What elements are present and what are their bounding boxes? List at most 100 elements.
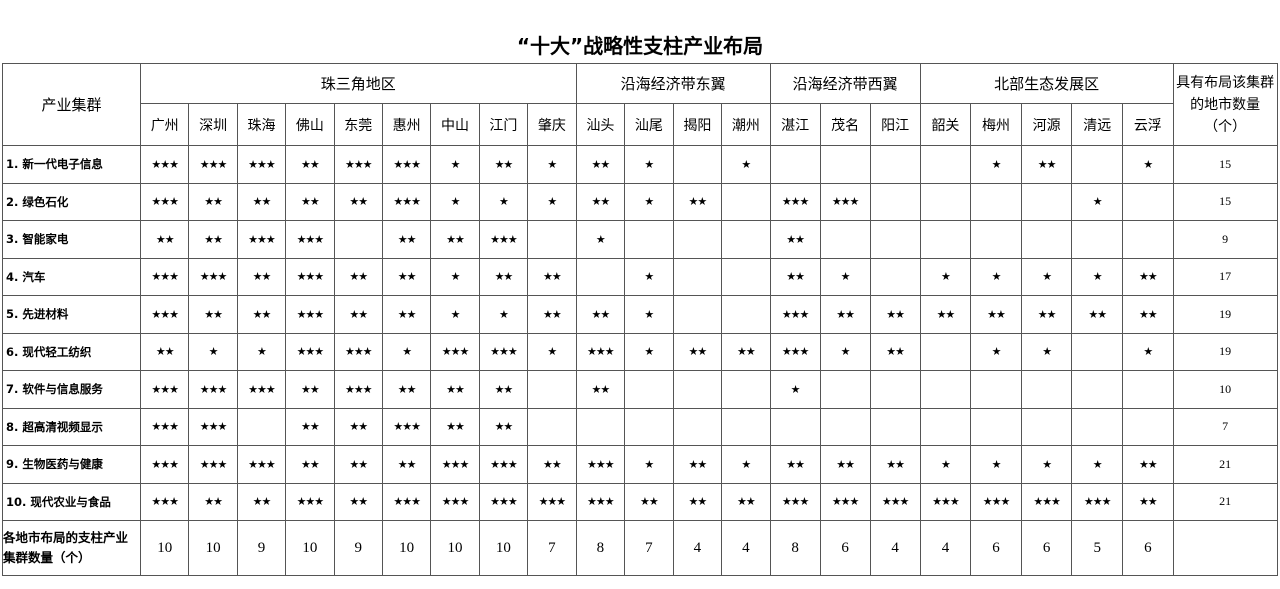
star-rating-cell bbox=[1122, 220, 1174, 259]
star-rating-cell: ★ bbox=[236, 332, 287, 371]
star-rating-cell: ★ bbox=[430, 145, 480, 184]
star-rating-cell: ★★ bbox=[672, 482, 723, 521]
star-rating-cell: ★★ bbox=[721, 332, 771, 371]
star-rating-cell: ★ bbox=[381, 332, 432, 371]
city-header: 云浮 bbox=[1122, 103, 1174, 146]
star-rating-cell: ★ bbox=[624, 257, 674, 296]
star-rating-cell: ★★ bbox=[527, 257, 577, 296]
star-rating-cell bbox=[333, 220, 383, 259]
star-rating-cell: ★★★ bbox=[188, 145, 238, 184]
total-cell: 9 bbox=[333, 520, 383, 576]
star-rating-cell: ★★ bbox=[1071, 295, 1124, 334]
star-rating-cell: ★★★ bbox=[333, 370, 383, 409]
star-rating-cell bbox=[1122, 407, 1174, 446]
star-rating-cell: ★★ bbox=[869, 332, 921, 371]
star-rating-cell: ★★ bbox=[1122, 482, 1174, 521]
star-rating-cell: ★ bbox=[575, 220, 626, 259]
star-rating-cell bbox=[1071, 407, 1124, 446]
star-rating-cell bbox=[1071, 332, 1124, 371]
star-rating-cell: ★★ bbox=[236, 482, 287, 521]
city-header: 汕头 bbox=[575, 103, 626, 146]
star-rating-cell bbox=[869, 370, 921, 409]
star-rating-cell: ★★ bbox=[624, 482, 674, 521]
total-cell: 10 bbox=[430, 520, 480, 576]
star-rating-cell: ★★★ bbox=[285, 257, 335, 296]
star-rating-cell bbox=[236, 407, 287, 446]
city-count-cell: 19 bbox=[1172, 332, 1278, 371]
star-rating-cell bbox=[1020, 220, 1073, 259]
city-header: 江门 bbox=[478, 103, 529, 146]
star-rating-cell bbox=[970, 220, 1022, 259]
star-rating-cell: ★★★ bbox=[869, 482, 921, 521]
star-rating-cell: ★ bbox=[430, 295, 480, 334]
count-column-header: 具有布局该集群的地市数量（个） bbox=[1172, 63, 1278, 146]
star-rating-cell: ★★ bbox=[819, 445, 871, 484]
total-cell: 6 bbox=[970, 520, 1022, 576]
star-rating-cell: ★ bbox=[430, 257, 480, 296]
star-rating-cell: ★★ bbox=[188, 482, 238, 521]
star-rating-cell bbox=[919, 220, 972, 259]
industry-label: 6. 现代轻工纺织 bbox=[2, 332, 141, 371]
star-rating-cell: ★★★ bbox=[236, 220, 287, 259]
star-rating-cell: ★★★ bbox=[139, 257, 190, 296]
star-rating-cell: ★★ bbox=[527, 445, 577, 484]
city-header: 清远 bbox=[1071, 103, 1124, 146]
total-cell: 6 bbox=[819, 520, 871, 576]
city-header: 中山 bbox=[430, 103, 480, 146]
star-rating-cell: ★ bbox=[527, 182, 577, 221]
star-rating-cell: ★★★ bbox=[139, 445, 190, 484]
star-rating-cell: ★★★ bbox=[285, 295, 335, 334]
star-rating-cell bbox=[1071, 220, 1124, 259]
star-rating-cell: ★★ bbox=[575, 182, 626, 221]
star-rating-cell: ★★ bbox=[769, 257, 821, 296]
star-rating-cell: ★★★ bbox=[139, 295, 190, 334]
star-rating-cell: ★★ bbox=[919, 295, 972, 334]
star-rating-cell: ★★ bbox=[333, 407, 383, 446]
star-rating-cell: ★★ bbox=[478, 407, 529, 446]
city-header: 珠海 bbox=[236, 103, 287, 146]
star-rating-cell bbox=[1020, 370, 1073, 409]
star-rating-cell bbox=[575, 257, 626, 296]
star-rating-cell: ★★ bbox=[527, 295, 577, 334]
star-rating-cell bbox=[869, 220, 921, 259]
star-rating-cell: ★ bbox=[919, 257, 972, 296]
star-rating-cell: ★★★ bbox=[575, 482, 626, 521]
total-cell: 6 bbox=[1122, 520, 1174, 576]
star-rating-cell bbox=[819, 145, 871, 184]
table-row: 10. 现代农业与食品 ★★★ ★★ ★★ ★★★ ★★ ★★★ ★★★ ★★★ ★★★ ★★★ ★★… bbox=[2, 482, 1278, 521]
star-rating-cell bbox=[672, 370, 723, 409]
industry-label: 9. 生物医药与健康 bbox=[2, 445, 141, 484]
total-cell: 10 bbox=[478, 520, 529, 576]
city-count-cell: 21 bbox=[1172, 482, 1278, 521]
star-rating-cell: ★★★ bbox=[527, 482, 577, 521]
total-cell: 4 bbox=[919, 520, 972, 576]
star-rating-cell bbox=[624, 220, 674, 259]
star-rating-cell: ★ bbox=[430, 182, 480, 221]
star-rating-cell: ★★★ bbox=[381, 182, 432, 221]
star-rating-cell: ★ bbox=[1020, 445, 1073, 484]
star-rating-cell: ★ bbox=[919, 445, 972, 484]
city-count-cell: 17 bbox=[1172, 257, 1278, 296]
industry-label: 2. 绿色石化 bbox=[2, 182, 141, 221]
total-cell: 4 bbox=[672, 520, 723, 576]
star-rating-cell: ★★ bbox=[236, 295, 287, 334]
star-rating-cell: ★ bbox=[721, 145, 771, 184]
table-row: 8. 超高清视频显示 ★★★ ★★★ ★★ ★★ ★★★ ★★ ★★ 7 bbox=[2, 407, 1278, 446]
star-rating-cell: ★★ bbox=[333, 257, 383, 296]
star-rating-cell bbox=[919, 407, 972, 446]
star-rating-cell: ★ bbox=[769, 370, 821, 409]
star-rating-cell bbox=[869, 145, 921, 184]
corner-header: 产业集群 bbox=[2, 63, 141, 146]
region-header: 沿海经济带西翼 bbox=[769, 63, 921, 104]
star-rating-cell bbox=[819, 220, 871, 259]
star-rating-cell: ★★ bbox=[430, 370, 480, 409]
city-header: 潮州 bbox=[721, 103, 771, 146]
city-header: 惠州 bbox=[381, 103, 432, 146]
city-header: 茂名 bbox=[819, 103, 871, 146]
star-rating-cell: ★★ bbox=[1122, 257, 1174, 296]
star-rating-cell: ★ bbox=[1122, 332, 1174, 371]
star-rating-cell: ★★★ bbox=[236, 145, 287, 184]
star-rating-cell bbox=[970, 182, 1022, 221]
star-rating-cell bbox=[869, 257, 921, 296]
city-count-cell: 19 bbox=[1172, 295, 1278, 334]
